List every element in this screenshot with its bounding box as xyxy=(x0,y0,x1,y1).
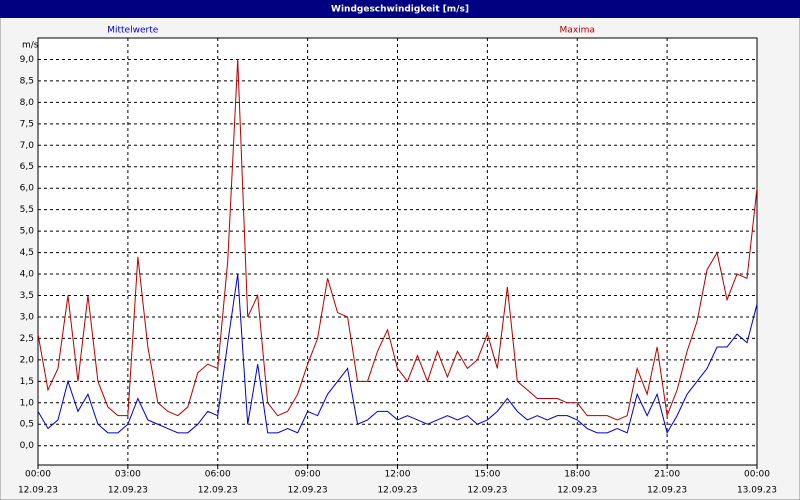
y-tick-label: 1,0 xyxy=(20,398,35,408)
x-tick-label: 00:00 xyxy=(744,470,770,480)
x-tick-label: 06:00 xyxy=(205,470,231,480)
x-tick-label: 18:00 xyxy=(564,470,590,480)
x-tick-date: 13.09.23 xyxy=(737,486,777,496)
plot-frame xyxy=(37,37,758,466)
x-tick-date: 12.09.23 xyxy=(198,486,238,496)
chart-title: Windgeschwindigkeit [m/s] xyxy=(331,5,469,15)
legend-entry: Maxima xyxy=(560,26,595,36)
y-tick-label: 4,5 xyxy=(20,248,34,258)
y-tick-label: 8,0 xyxy=(20,98,35,108)
y-tick-label: 4,0 xyxy=(20,270,35,280)
y-tick-label: 7,0 xyxy=(20,141,35,151)
y-tick-label: 9,0 xyxy=(20,55,35,65)
x-tick-date: 12.09.23 xyxy=(557,486,597,496)
y-tick-label: 2,5 xyxy=(20,334,34,344)
y-tick-label: 0,0 xyxy=(20,441,35,451)
x-tick-date: 12.09.23 xyxy=(377,486,417,496)
y-tick-label: 3,0 xyxy=(20,312,35,322)
x-tick-label: 12:00 xyxy=(385,470,411,480)
x-tick-date: 12.09.23 xyxy=(108,486,148,496)
y-tick-label: 0,5 xyxy=(20,420,34,430)
title-bar xyxy=(0,0,800,18)
y-axis-label: m/s xyxy=(22,41,39,51)
x-tick-label: 21:00 xyxy=(654,470,680,480)
y-tick-label: 1,5 xyxy=(20,377,34,387)
y-tick-label: 6,5 xyxy=(20,162,34,172)
x-tick-date: 12.09.23 xyxy=(467,486,507,496)
y-tick-label: 7,5 xyxy=(20,119,34,129)
x-tick-label: 09:00 xyxy=(295,470,321,480)
x-tick-label: 03:00 xyxy=(115,470,141,480)
y-tick-label: 8,5 xyxy=(20,76,34,86)
series-line xyxy=(37,273,758,435)
x-tick-label: 00:00 xyxy=(25,470,51,480)
y-tick-label: 5,0 xyxy=(20,227,35,237)
x-tick-label: 15:00 xyxy=(474,470,500,480)
series-line xyxy=(37,59,758,421)
y-tick-label: 6,0 xyxy=(20,184,35,194)
x-tick-date: 12.09.23 xyxy=(647,486,687,496)
y-tick-label: 2,0 xyxy=(20,355,35,365)
y-tick-label: 5,5 xyxy=(20,205,34,215)
y-tick-label: 3,5 xyxy=(20,291,34,301)
x-tick-date: 12.09.23 xyxy=(288,486,328,496)
legend-entry: Mittelwerte xyxy=(107,26,158,36)
x-tick-date: 12.09.23 xyxy=(18,486,58,496)
